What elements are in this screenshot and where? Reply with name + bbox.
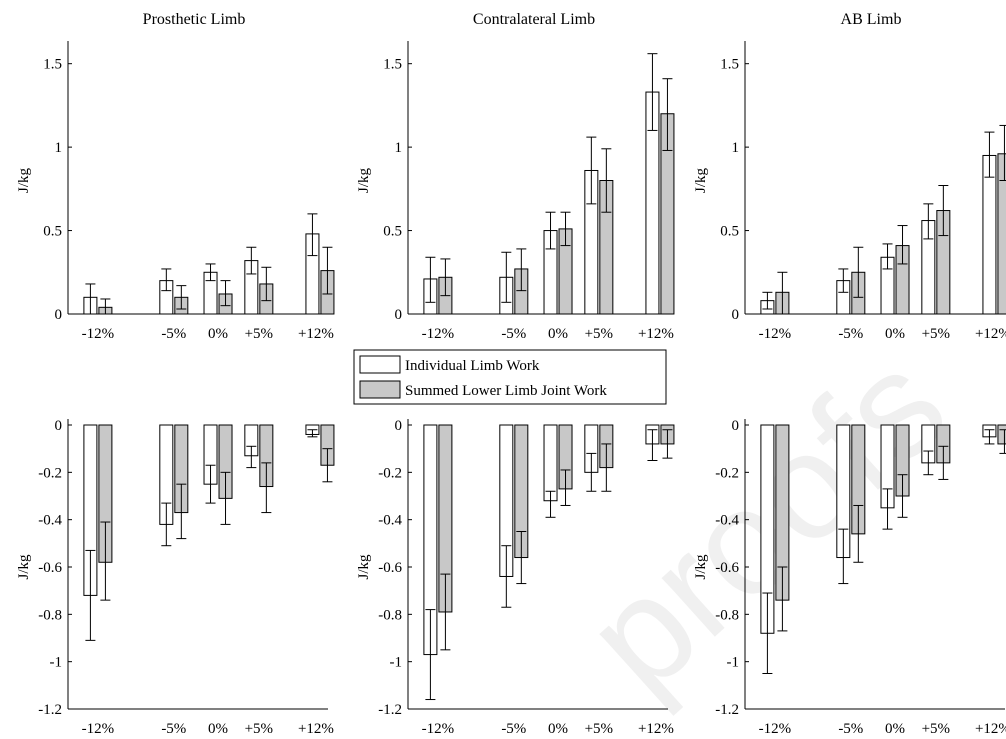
chart-title: AB Limb <box>841 11 902 28</box>
y-axis-label: J/kg <box>16 554 32 580</box>
chart-panel-6: -1.2 -1 -0.8 -0.6 -0.4 -0.2 0 J/kg -12% -5% 0% +5% +… <box>693 418 1006 737</box>
y-tick-label: -0.2 <box>38 465 62 481</box>
y-tick-label: 0.5 <box>43 224 62 240</box>
y-axis-label: J/kg <box>356 168 372 194</box>
chart-panel-4: -1.2 -1 -0.8 -0.6 -0.4 -0.2 0 J/kg -12% -5% 0% +5% +… <box>16 418 335 737</box>
y-tick-label: 1 <box>55 140 63 156</box>
y-tick-label: 1.5 <box>43 57 62 73</box>
y-tick-label: 0.5 <box>720 224 739 240</box>
y-tick-label: -0.2 <box>715 465 739 481</box>
x-tick-label: +5% <box>245 721 273 737</box>
x-tick-label: 0% <box>885 721 905 737</box>
x-tick-label: -5% <box>838 721 863 737</box>
y-axis-label: J/kg <box>16 168 32 194</box>
y-tick-label: -0.4 <box>38 513 62 529</box>
x-tick-label: +5% <box>922 721 950 737</box>
legend-label-individual: Individual Limb Work <box>405 358 540 374</box>
x-tick-label: 0% <box>885 326 905 342</box>
x-tick-label: -12% <box>82 721 115 737</box>
y-tick-label: -0.8 <box>715 607 739 623</box>
legend-label-summed: Summed Lower Limb Joint Work <box>405 383 607 399</box>
x-tick-label: +12% <box>298 721 334 737</box>
y-tick-label: -0.8 <box>38 607 62 623</box>
chart-title: Contralateral Limb <box>473 11 595 28</box>
x-tick-label: -12% <box>759 326 792 342</box>
x-tick-label: 0% <box>208 326 228 342</box>
x-tick-label: -12% <box>422 326 455 342</box>
chart-panels: 0 0.5 1 1.5 J/kg Prosthetic Limb -12% -5% 0% +5% +… <box>16 11 1006 737</box>
chart-panel-5: -1.2 -1 -0.8 -0.6 -0.4 -0.2 0 J/kg -12% -5% 0% +5% +… <box>356 418 675 737</box>
x-tick-label: +12% <box>298 326 334 342</box>
x-tick-label: -5% <box>161 721 186 737</box>
x-tick-label: -5% <box>501 326 526 342</box>
y-tick-label: 0 <box>395 307 403 323</box>
x-tick-label: -5% <box>501 721 526 737</box>
y-tick-label: -1 <box>390 655 403 671</box>
y-tick-label: -0.8 <box>378 607 402 623</box>
legend: Individual Limb Work Summed Lower Limb J… <box>353 349 667 405</box>
y-tick-label: -0.2 <box>378 465 402 481</box>
y-tick-label: -0.6 <box>378 560 402 576</box>
chart-panel-3: 0 0.5 1 1.5 J/kg AB Limb -12% -5% 0% +5% +12% <box>693 11 1006 342</box>
x-tick-label: +5% <box>922 326 950 342</box>
y-axis-label: J/kg <box>356 554 372 580</box>
x-tick-label: +12% <box>975 326 1006 342</box>
x-tick-label: +12% <box>638 721 674 737</box>
x-tick-label: 0% <box>548 721 568 737</box>
y-axis-label: J/kg <box>693 554 709 580</box>
legend-swatch-individual <box>359 355 401 374</box>
y-tick-label: -0.6 <box>715 560 739 576</box>
y-tick-label: 0 <box>732 418 740 434</box>
x-tick-label: +5% <box>585 326 613 342</box>
y-tick-label: 1 <box>395 140 403 156</box>
y-tick-label: 1.5 <box>720 57 739 73</box>
y-tick-label: -1 <box>50 655 63 671</box>
y-tick-label: 0.5 <box>383 224 402 240</box>
x-tick-label: -12% <box>422 721 455 737</box>
x-tick-label: +5% <box>585 721 613 737</box>
chart-panel-2: 0 0.5 1 1.5 J/kg Contralateral Limb -12% -5% 0% +… <box>356 11 675 342</box>
x-tick-label: -12% <box>82 326 115 342</box>
y-tick-label: -1.2 <box>378 702 402 718</box>
chart-title: Prosthetic Limb <box>143 11 246 28</box>
x-tick-label: +12% <box>975 721 1006 737</box>
y-tick-label: 0 <box>395 418 403 434</box>
y-tick-label: 0 <box>55 418 63 434</box>
y-tick-label: -0.6 <box>38 560 62 576</box>
x-tick-label: 0% <box>548 326 568 342</box>
y-tick-label: 0 <box>55 307 63 323</box>
x-tick-label: -5% <box>161 326 186 342</box>
y-tick-label: 1 <box>732 140 740 156</box>
y-tick-label: -1.2 <box>715 702 739 718</box>
y-axis-label: J/kg <box>693 168 709 194</box>
y-tick-label: -1.2 <box>38 702 62 718</box>
x-tick-label: 0% <box>208 721 228 737</box>
legend-box <box>353 349 667 405</box>
x-tick-label: +12% <box>638 326 674 342</box>
y-tick-label: -0.4 <box>715 513 739 529</box>
chart-panel-1: 0 0.5 1 1.5 J/kg Prosthetic Limb -12% -5% 0% +5% +… <box>16 11 335 342</box>
bar-individual <box>982 154 997 315</box>
y-tick-label: 1.5 <box>383 57 402 73</box>
y-tick-label: 0 <box>732 307 740 323</box>
x-tick-label: +5% <box>245 326 273 342</box>
bar-individual <box>543 424 558 502</box>
legend-swatch-summed <box>359 380 401 399</box>
x-tick-label: -5% <box>838 326 863 342</box>
y-tick-label: -1 <box>727 655 740 671</box>
x-tick-label: -12% <box>759 721 792 737</box>
y-tick-label: -0.4 <box>378 513 402 529</box>
